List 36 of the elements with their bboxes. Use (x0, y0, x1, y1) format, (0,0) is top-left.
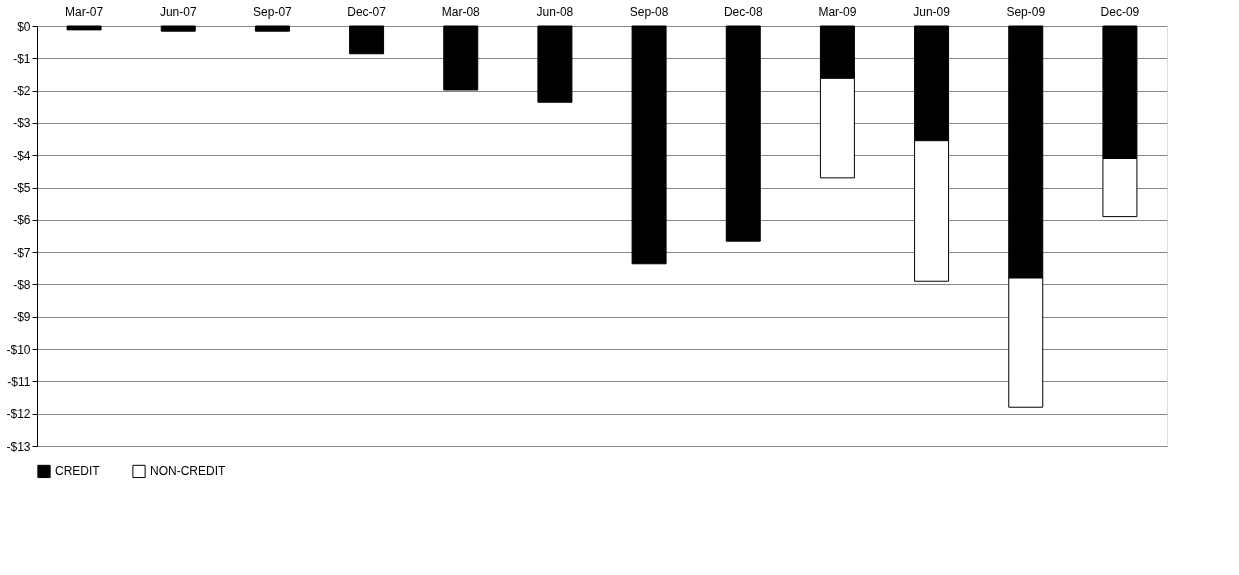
y-tick-label: -$6 (13, 213, 31, 228)
x-tick-label: Sep-07 (253, 4, 293, 19)
bar (66, 25, 102, 31)
x-tick-label: Sep-09 (1006, 4, 1046, 19)
x-tick-label: Jun-08 (536, 4, 574, 19)
y-tick-label: -$8 (13, 277, 31, 292)
x-tick-label: Dec-07 (347, 4, 387, 19)
x-tick-label: Sep-08 (629, 4, 669, 19)
y-tick-label: -$1 (13, 51, 31, 66)
x-tick-label: Mar-08 (441, 4, 481, 19)
y-tick-label: $0 (17, 19, 31, 34)
bar (631, 25, 667, 265)
y-tick-label: -$11 (7, 374, 31, 389)
y-tick-label: -$9 (13, 310, 31, 325)
bar (443, 25, 479, 91)
y-tick-label: -$12 (6, 407, 31, 422)
bar (537, 25, 573, 103)
y-tick-label: -$13 (6, 439, 31, 454)
bar (725, 25, 761, 242)
x-tick-label: Jun-07 (159, 4, 197, 19)
x-tick-label: Mar-09 (818, 4, 857, 19)
bar (254, 25, 290, 32)
legend-label: CREDIT (55, 464, 101, 479)
bar (160, 25, 196, 32)
y-tick-label: -$4 (13, 148, 31, 163)
y-tick-label: -$2 (13, 84, 31, 99)
y-tick-label: -$5 (13, 181, 31, 196)
y-tick-label: -$3 (13, 116, 31, 131)
legend-label: NON-CREDIT (150, 464, 226, 479)
x-tick-label: Jun-09 (913, 4, 951, 19)
y-tick-label: -$7 (13, 245, 31, 260)
y-tick-label: -$10 (6, 342, 31, 357)
x-tick-label: Mar-07 (65, 4, 104, 19)
bar (349, 25, 385, 55)
x-tick-label: Dec-08 (723, 4, 763, 19)
x-tick-label: Dec-09 (1100, 4, 1140, 19)
